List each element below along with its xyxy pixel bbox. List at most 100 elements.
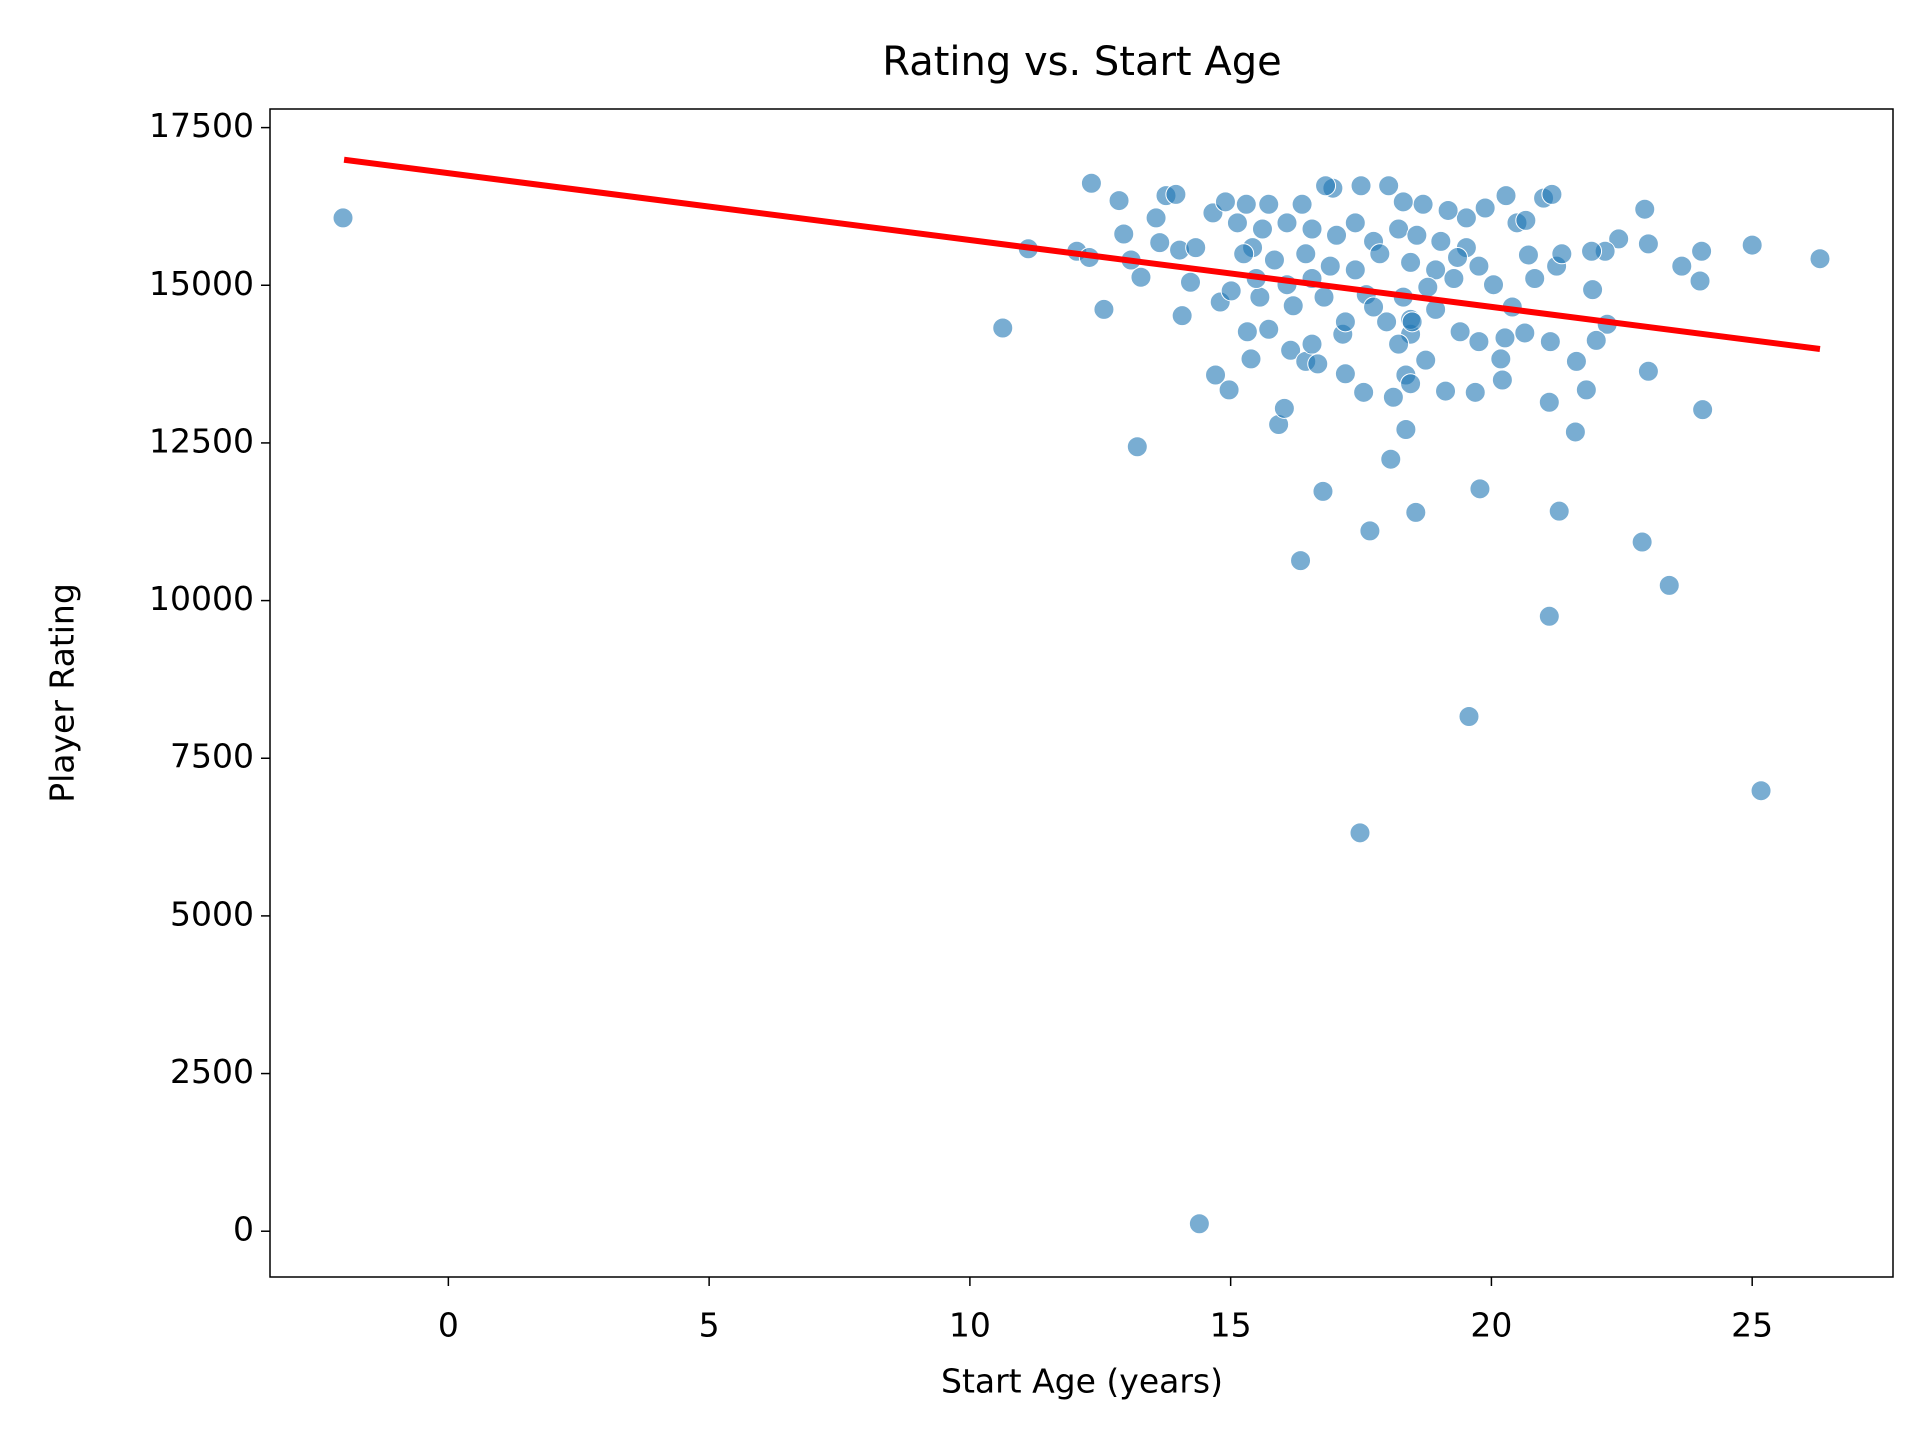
point [1455, 207, 1477, 229]
x-tick-label: 5 [699, 1306, 720, 1345]
point [1282, 295, 1304, 317]
point [1538, 391, 1560, 413]
point [1369, 243, 1391, 265]
point [1401, 311, 1423, 333]
point [1608, 228, 1630, 250]
point [1495, 185, 1517, 207]
point [1188, 1213, 1210, 1235]
point [1214, 191, 1236, 213]
y-tick-label: 10000 [149, 579, 254, 618]
point [1359, 520, 1381, 542]
point [1551, 243, 1573, 265]
point [1637, 360, 1659, 382]
point [1319, 255, 1341, 277]
point [1249, 286, 1271, 308]
point [1145, 207, 1167, 229]
point [1515, 209, 1537, 231]
plot-frame [269, 108, 1894, 1278]
point [1233, 243, 1255, 265]
point [1524, 268, 1546, 290]
point [1400, 251, 1422, 273]
point [1435, 380, 1457, 402]
point [1469, 478, 1491, 500]
x-tick-label: 20 [1470, 1306, 1512, 1345]
point [1468, 255, 1490, 277]
point [1449, 321, 1471, 343]
point [1575, 379, 1597, 401]
y-tick-label: 0 [233, 1210, 254, 1249]
x-axis-label: Start Age (years) [941, 1362, 1223, 1401]
point [1447, 246, 1469, 268]
point [1809, 248, 1831, 270]
point [1415, 349, 1437, 371]
point [1392, 191, 1414, 213]
point [1750, 780, 1772, 802]
point [1307, 353, 1329, 375]
point [1491, 369, 1513, 391]
point [1517, 244, 1539, 266]
point [1539, 331, 1561, 353]
point [1273, 397, 1295, 419]
point [1514, 322, 1536, 344]
y-tick-label: 15000 [149, 264, 254, 303]
point [1412, 193, 1434, 215]
point [1741, 234, 1763, 256]
y-tick-label: 7500 [170, 737, 254, 776]
point [1290, 550, 1312, 572]
point [1171, 305, 1193, 327]
point [1263, 249, 1285, 271]
point [1179, 271, 1201, 293]
trend-line [343, 156, 1821, 352]
point [1258, 318, 1280, 340]
point [1634, 198, 1656, 220]
point [1443, 268, 1465, 290]
point [1585, 329, 1607, 351]
x-tick-label: 25 [1731, 1306, 1773, 1345]
y-tick-label: 5000 [170, 894, 254, 933]
point [1689, 270, 1711, 292]
point [1564, 421, 1586, 443]
point [1149, 232, 1171, 254]
point [1474, 197, 1496, 219]
point [1631, 531, 1653, 553]
point [1380, 448, 1402, 470]
point [1280, 339, 1302, 361]
point [1395, 418, 1417, 440]
point [1301, 333, 1323, 355]
point [1349, 822, 1371, 844]
point [1692, 399, 1714, 421]
point [1344, 212, 1366, 234]
point [1326, 224, 1348, 246]
point [1417, 276, 1439, 298]
point [1468, 331, 1490, 353]
point [1313, 286, 1335, 308]
point [1637, 233, 1659, 255]
y-tick-label: 2500 [170, 1052, 254, 1091]
point [1581, 240, 1603, 262]
point [992, 317, 1014, 339]
point [1430, 230, 1452, 252]
point [1312, 480, 1334, 502]
point [1251, 218, 1273, 240]
point [1276, 212, 1298, 234]
point [1376, 311, 1398, 333]
point [1437, 199, 1459, 221]
point [1126, 436, 1148, 458]
point [1405, 501, 1427, 523]
x-tick-label: 15 [1210, 1306, 1252, 1345]
point [1406, 224, 1428, 246]
point [1671, 255, 1693, 277]
point [1165, 183, 1187, 205]
chart-title: Rating vs. Start Age [882, 39, 1281, 85]
point [1658, 574, 1680, 596]
point [332, 207, 354, 229]
point [1363, 296, 1385, 318]
point [1334, 363, 1356, 385]
point [1130, 266, 1152, 288]
point [1425, 259, 1447, 281]
point [1541, 183, 1563, 205]
point [1235, 193, 1257, 215]
point [1565, 350, 1587, 372]
point [1378, 175, 1400, 197]
